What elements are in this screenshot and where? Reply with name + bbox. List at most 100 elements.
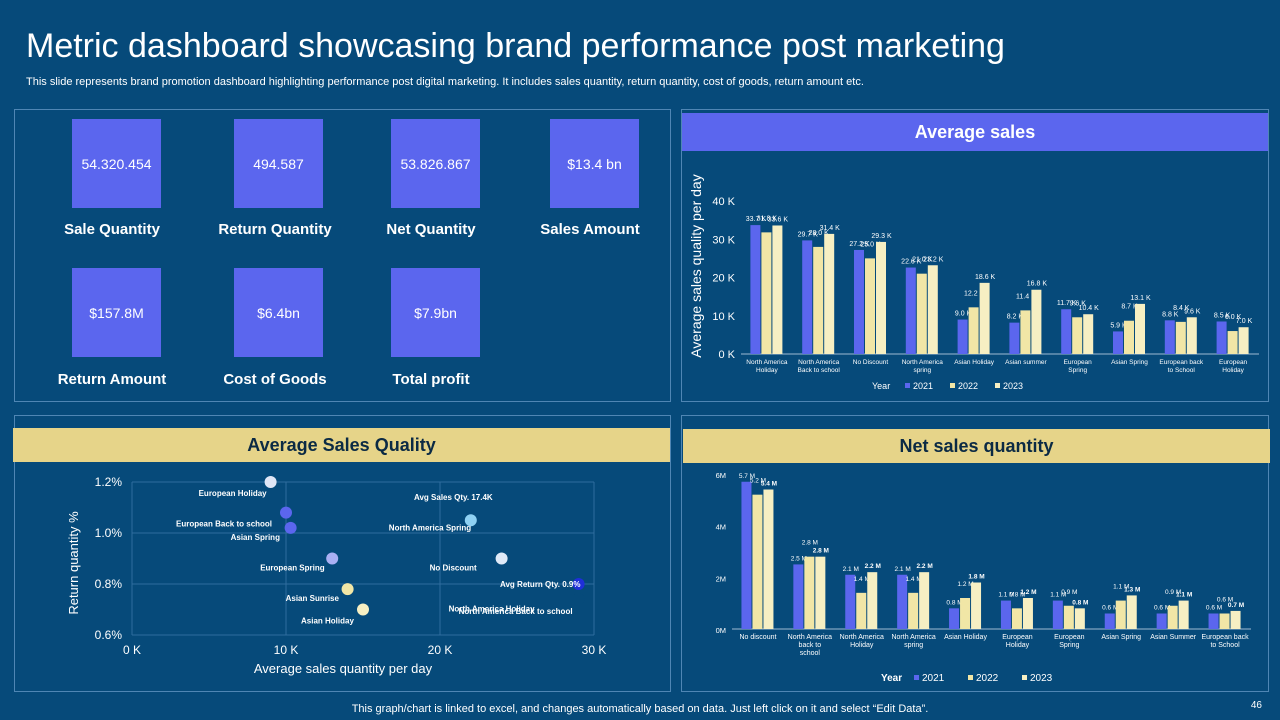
category-label: No Discount: [853, 359, 889, 366]
data-label: 9.6 K: [1184, 308, 1201, 315]
kpi-label: Total profit: [392, 371, 470, 388]
data-label: 2.2 M: [865, 563, 881, 570]
y-axis-title: Return quantity %: [66, 511, 81, 615]
y-tick-label: 6M: [716, 471, 726, 480]
x-tick-label: 20 K: [428, 643, 453, 657]
kpi-tile-return-amount: $157.8M: [72, 268, 161, 357]
point-label: No Discount: [430, 564, 477, 573]
kpi-tile-net-quantity: 53.826.867: [391, 119, 480, 208]
category-label: Holiday: [1222, 367, 1244, 374]
bar: [1113, 331, 1123, 354]
data-label: 0.8 M: [1072, 599, 1088, 606]
data-label: 10.4 K: [1079, 305, 1100, 312]
bar: [1000, 600, 1011, 629]
data-label: 11.4 K: [1016, 293, 1036, 300]
category-label: North America: [798, 359, 840, 366]
legend-title: Year: [872, 381, 890, 391]
bar: [1219, 613, 1230, 629]
y-tick-label: 0.8%: [95, 577, 123, 591]
data-label: 0.9 M: [1165, 589, 1181, 596]
data-label: 0.6 M: [1154, 605, 1170, 612]
data-label: 2.1 M: [895, 566, 911, 573]
category-label: Asian Holiday: [954, 359, 994, 366]
y-axis-title: Average sales quality per day: [688, 174, 704, 357]
bar: [905, 267, 916, 354]
data-label: 31.8 K: [757, 215, 778, 222]
bar: [1052, 600, 1063, 629]
category-label: European back: [1202, 634, 1250, 641]
bar: [856, 592, 867, 629]
category-label: Asian summer: [1005, 359, 1047, 366]
point-label: Asian Sunrise: [286, 594, 340, 603]
category-label: Spring: [1059, 642, 1079, 649]
bar: [1104, 613, 1115, 629]
data-label: 5.2 M: [750, 478, 766, 485]
bar: [752, 494, 763, 629]
bar: [845, 574, 856, 629]
bar: [1063, 605, 1074, 629]
y-tick-label: 0 K: [718, 349, 735, 361]
y-tick-label: 10 K: [712, 311, 735, 323]
bar: [815, 556, 826, 629]
scatter-point: [464, 514, 477, 527]
data-label: 2.8 M: [813, 548, 829, 555]
bar: [741, 481, 752, 629]
bar: [1164, 320, 1175, 354]
bar: [1083, 314, 1094, 354]
data-label: 0.7 M: [1228, 602, 1244, 609]
data-label: 31.4 K: [820, 225, 841, 232]
bar: [949, 608, 960, 629]
annotation-avg-sales: Avg Sales Qty. 17.4K: [414, 493, 493, 502]
category-label: Asian Summer: [1150, 634, 1197, 641]
bar: [865, 258, 875, 354]
bar: [1175, 321, 1186, 354]
point-label: North America Holiday: [449, 604, 535, 613]
data-label: 25.0 K: [860, 241, 881, 248]
data-label: 8.8 K: [1162, 311, 1179, 318]
y-tick-label: 30 K: [712, 234, 735, 246]
point-label: Asian Holiday: [301, 617, 354, 626]
kpi-label: Sale Quantity: [64, 221, 160, 238]
data-label: 1.3 M: [1124, 586, 1140, 593]
data-label: 13.1 K: [1130, 295, 1151, 302]
kpi-value: $13.4 bn: [567, 155, 622, 172]
category-label: No discount: [739, 634, 776, 641]
kpi-value: $7.9bn: [414, 304, 457, 321]
bar: [1227, 331, 1238, 354]
legend-swatch: [1022, 675, 1027, 680]
bar: [793, 564, 804, 629]
average-sales-chart: 0 K 10 K 20 K 30 K 40 K 33.7 K31.8 K33.6 K Nor…: [688, 174, 1259, 391]
category-label: spring: [904, 642, 923, 649]
legend-swatch: [950, 383, 955, 388]
point-label: European Spring: [260, 564, 325, 573]
bar: [1216, 321, 1227, 354]
kpi-tile-sale-quantity: 54.320.454: [72, 119, 161, 208]
kpi-label: Return Quantity: [218, 221, 332, 238]
category-label: European back: [1159, 359, 1203, 366]
legend-swatch: [914, 675, 919, 680]
bar: [1230, 610, 1241, 629]
bar: [971, 582, 982, 629]
scatter-point: [572, 578, 585, 590]
data-label: 5.7 M: [739, 473, 755, 480]
data-label: 29.7 K: [798, 231, 819, 238]
bar: [1208, 613, 1219, 629]
sales-quality-header: Average Sales Quality: [13, 428, 670, 462]
bar: [1020, 310, 1031, 354]
bar: [908, 592, 919, 629]
data-label: 2.2 M: [917, 563, 933, 570]
scatter-point: [280, 506, 292, 519]
legend-swatch: [905, 383, 910, 388]
point-label: European Holiday: [199, 489, 268, 498]
bar: [876, 241, 886, 354]
bar: [1031, 289, 1042, 354]
bar: [1011, 608, 1022, 629]
kpi-value: 494.587: [253, 155, 304, 172]
y-tick-label: 20 K: [712, 273, 735, 285]
data-label: 1.1 M: [998, 592, 1014, 599]
data-label: 1.8 M: [968, 574, 984, 581]
category-label: Holiday: [850, 642, 874, 649]
y-tick-label: 4M: [716, 523, 726, 532]
bar: [927, 265, 938, 354]
scatter-point: [495, 552, 508, 565]
